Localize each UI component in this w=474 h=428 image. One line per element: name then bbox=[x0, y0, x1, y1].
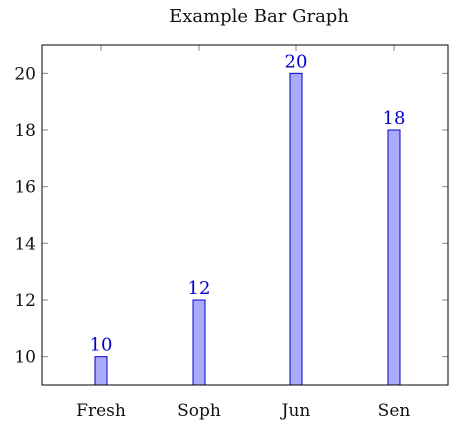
y-tick-label: 16 bbox=[14, 178, 36, 198]
data-label: 12 bbox=[188, 278, 211, 299]
y-tick-label: 12 bbox=[14, 291, 36, 311]
data-label: 18 bbox=[383, 108, 406, 129]
chart-title: Example Bar Graph bbox=[169, 6, 349, 27]
x-tick-label: Sen bbox=[378, 401, 411, 421]
bar-fresh bbox=[94, 356, 108, 386]
y-tick-label: 14 bbox=[14, 234, 36, 254]
plot-area: 10 12 14 16 18 20 10 Fresh 12 Soph 20 Jun 18 Sen bbox=[14, 44, 449, 421]
x-tick-label: Fresh bbox=[76, 401, 126, 421]
y-tick-label: 18 bbox=[14, 121, 36, 141]
bar-jun bbox=[289, 72, 303, 386]
bar-sen bbox=[387, 129, 401, 386]
x-tick-label: Jun bbox=[280, 401, 311, 421]
y-tick-label: 20 bbox=[14, 64, 36, 84]
x-tick-label: Soph bbox=[177, 401, 221, 421]
y-tick-label: 10 bbox=[14, 348, 36, 368]
plot-frame bbox=[41, 44, 449, 386]
data-label: 10 bbox=[90, 335, 113, 356]
bar-soph bbox=[192, 299, 206, 386]
data-label: 20 bbox=[285, 51, 308, 72]
